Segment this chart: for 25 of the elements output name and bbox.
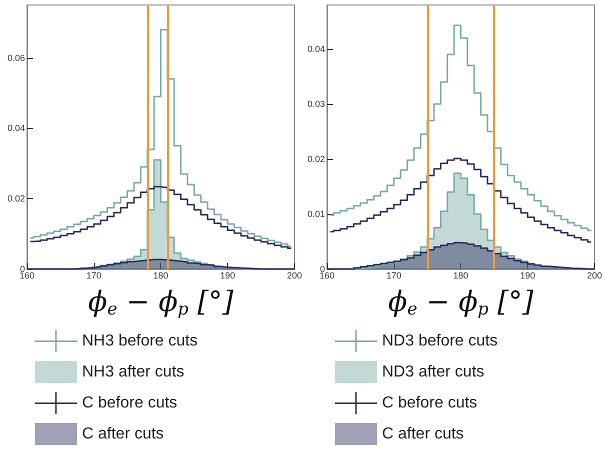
y-tick-label: 0.02 bbox=[307, 154, 325, 164]
y-tick-label: 0.02 bbox=[7, 194, 25, 204]
x-tick-label: 180 bbox=[153, 270, 168, 280]
x-tick-label: 170 bbox=[86, 270, 102, 280]
legend-label: NH3 before cuts bbox=[82, 332, 198, 350]
y-tick-label: 0.04 bbox=[7, 123, 25, 134]
x-tick-label: 190 bbox=[220, 270, 236, 280]
legend-label: C after cuts bbox=[382, 426, 464, 442]
legend-label: C before cuts bbox=[382, 394, 478, 412]
x-tick-label: 200 bbox=[586, 270, 602, 280]
legend-label: ND3 after cuts bbox=[382, 364, 484, 380]
x-tick-label: 200 bbox=[286, 270, 302, 280]
y-tick-label: 0.01 bbox=[307, 209, 325, 219]
y-tick-label: 0.03 bbox=[307, 99, 325, 109]
x-tick-label: 160 bbox=[319, 270, 335, 280]
legend-label: NH3 after cuts bbox=[82, 364, 184, 380]
y-tick-label: 0.04 bbox=[307, 44, 325, 54]
x-tick-label: 190 bbox=[520, 270, 536, 280]
legend-label: ND3 before cuts bbox=[382, 332, 498, 350]
y-tick-label: 0.06 bbox=[7, 52, 25, 63]
x-tick-label: 170 bbox=[386, 270, 402, 280]
x-tick-label: 160 bbox=[19, 270, 35, 280]
legend-label: C after cuts bbox=[82, 426, 164, 442]
legend-label: C before cuts bbox=[82, 394, 178, 412]
x-tick-label: 180 bbox=[453, 270, 468, 280]
